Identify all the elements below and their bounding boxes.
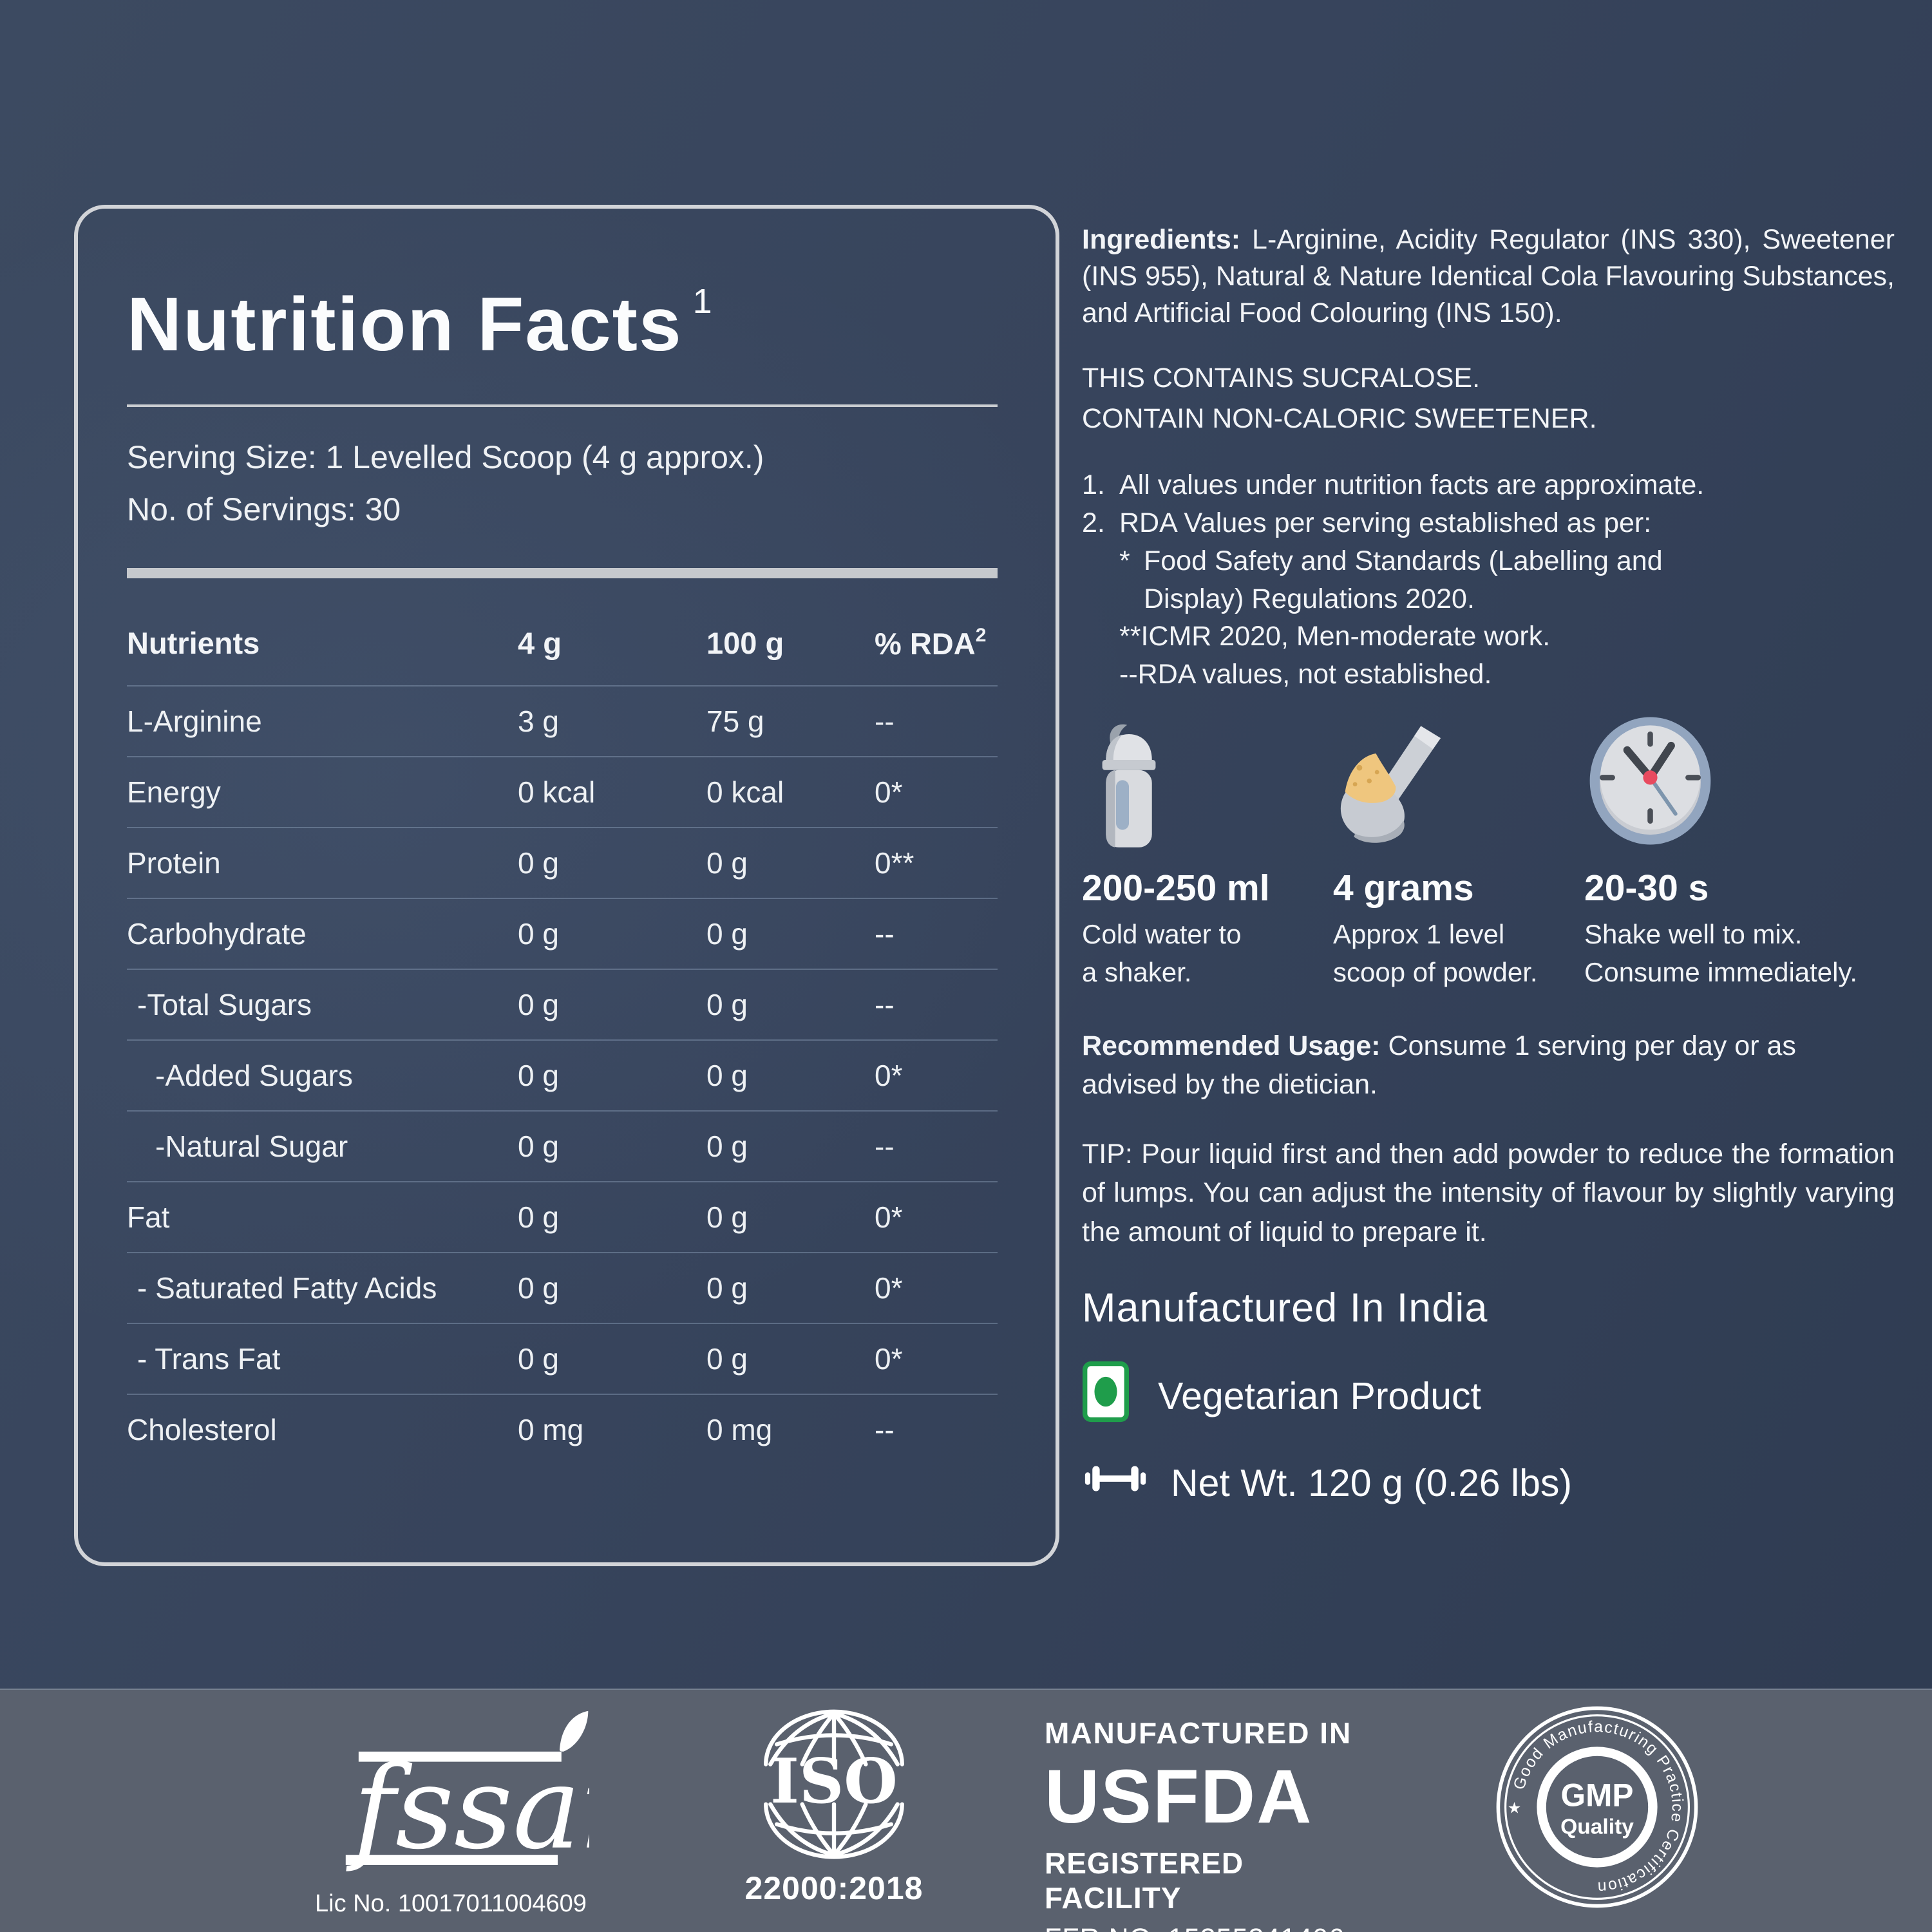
table-row: Cholesterol 0 mg 0 mg -- xyxy=(127,1394,998,1464)
iso-logo-text: ISO xyxy=(770,1745,898,1817)
clock-icon xyxy=(1584,717,1857,850)
title-footnote-marker: 1 xyxy=(692,282,714,321)
contains-line-1: THIS CONTAINS SUCRALOSE. xyxy=(1082,363,1481,394)
fssai-license-number: Lic No. 10017011004609 xyxy=(315,1890,587,1917)
net-weight-label: Net Wt. 120 g (0.26 lbs) xyxy=(1171,1461,1573,1504)
header-rda: % RDA2 xyxy=(875,624,987,661)
fssai-certification: fssai Lic No. 10017011004609 xyxy=(309,1709,618,1918)
step-amount: 20-30 s xyxy=(1584,867,1709,909)
fssai-logo-text: fssai xyxy=(346,1741,589,1875)
nutrients-table: Nutrients 4 g 100 g % RDA2 L-Arginine 3 … xyxy=(127,600,998,1464)
rda-footnote-marker: 2 xyxy=(975,624,987,646)
iso-certification-number: 22000:2018 xyxy=(744,1870,923,1906)
info-column: Ingredients: L-Arginine, Acidity Regulat… xyxy=(1082,222,1895,1509)
serving-divider-bar xyxy=(127,568,998,578)
tip-paragraph: TIP: Pour liquid first and then add powd… xyxy=(1082,1139,1895,1247)
usage-step-water: 200-250 ml Cold water to a shaker. xyxy=(1082,718,1333,992)
usfda-ffr-number: FFR NO. 15355341406 xyxy=(1045,1923,1367,1932)
header-per-100g: 100 g xyxy=(706,625,784,660)
table-row: Carbohydrate 0 g 0 g -- xyxy=(127,898,998,969)
footnote-2-sub-1: * Food Safety and Standards (Labelling a… xyxy=(1119,545,1663,614)
gmp-center-text: GMP xyxy=(1561,1777,1634,1813)
step-description: Approx 1 level scoop of powder. xyxy=(1333,919,1538,988)
table-row: - Saturated Fatty Acids 0 g 0 g 0* xyxy=(127,1252,998,1323)
usfda-line-3: REGISTERED FACILITY xyxy=(1045,1846,1244,1915)
table-row: -Added Sugars 0 g 0 g 0* xyxy=(127,1039,998,1110)
fssai-logo: fssai xyxy=(312,1710,618,1887)
recommended-usage-label: Recommended Usage: xyxy=(1082,1030,1381,1061)
serving-size-line: Serving Size: 1 Levelled Scoop (4 g appr… xyxy=(127,439,764,475)
recommended-usage: Recommended Usage: Consume 1 serving per… xyxy=(1082,1030,1796,1100)
table-row: L-Arginine 3 g 75 g -- xyxy=(127,685,998,756)
scoop-icon xyxy=(1333,718,1584,850)
footnote-2-sub-2: **ICMR 2020, Men-moderate work. xyxy=(1119,621,1551,652)
usfda-line-1: MANUFACTURED IN xyxy=(1045,1716,1352,1750)
header-nutrients: Nutrients xyxy=(127,625,260,660)
manufactured-in-line: Manufactured In India xyxy=(1082,1285,1488,1331)
ingredients-text: L-Arginine, Acidity Regulator (INS 330),… xyxy=(1082,224,1895,328)
gmp-seal: Good Manufacturing Practice Certificatio… xyxy=(1494,1704,1700,1913)
usfda-line-2: USFDA xyxy=(1045,1754,1313,1839)
contains-warning: THIS CONTAINS SUCRALOSE. CONTAIN NON-CAL… xyxy=(1082,358,1895,439)
gmp-star: ★ xyxy=(1508,1800,1522,1817)
step-amount: 200-250 ml xyxy=(1082,867,1270,909)
table-row: Energy 0 kcal 0 kcal 0* xyxy=(127,756,998,827)
header-per-serving: 4 g xyxy=(518,625,562,660)
panel-title: Nutrition Facts 1 xyxy=(127,281,1007,368)
serving-info: Serving Size: 1 Levelled Scoop (4 g appr… xyxy=(127,431,1007,536)
table-row: Fat 0 g 0 g 0* xyxy=(127,1181,998,1252)
step-description: Cold water to a shaker. xyxy=(1082,919,1242,988)
nutrition-facts-panel: Nutrition Facts 1 Serving Size: 1 Levelle… xyxy=(74,205,1059,1566)
footnote-2: 2. RDA Values per serving established as… xyxy=(1082,507,1652,538)
usage-steps: 200-250 ml Cold water to a shaker. xyxy=(1082,717,1895,992)
table-row: -Natural Sugar 0 g 0 g -- xyxy=(127,1110,998,1181)
iso-certification: ISO 22000:2018 xyxy=(724,1708,943,1907)
contains-line-2: CONTAIN NON-CALORIC SWEETENER. xyxy=(1082,403,1597,435)
table-row: -Total Sugars 0 g 0 g -- xyxy=(127,969,998,1039)
ingredients-paragraph: Ingredients: L-Arginine, Acidity Regulat… xyxy=(1082,222,1895,331)
step-description: Shake well to mix. Consume immediately. xyxy=(1584,919,1858,988)
usage-step-powder: 4 grams Approx 1 level scoop of powder. xyxy=(1333,718,1584,992)
footnote-1: 1. All values under nutrition facts are … xyxy=(1082,469,1705,500)
gmp-quality-text: Quality xyxy=(1560,1815,1634,1839)
table-row: - Trans Fat 0 g 0 g 0* xyxy=(127,1323,998,1394)
nutrients-table-header: Nutrients 4 g 100 g % RDA2 xyxy=(127,600,998,685)
ingredients-label: Ingredients: xyxy=(1082,224,1241,255)
net-weight-row: Net Wt. 120 g (0.26 lbs) xyxy=(1082,1457,1895,1509)
vegetarian-row: Vegetarian Product xyxy=(1082,1361,1895,1432)
usfda-certification: MANUFACTURED IN USFDA REGISTERED FACILIT… xyxy=(1045,1716,1367,1932)
shaker-icon xyxy=(1082,718,1333,850)
certification-bar: fssai Lic No. 10017011004609 xyxy=(0,1689,1932,1932)
footnote-2-sub-3: --RDA values, not established. xyxy=(1119,659,1492,690)
usage-step-shake: 20-30 s Shake well to mix. Consume immed… xyxy=(1584,717,1858,992)
veg-symbol-icon xyxy=(1082,1361,1130,1432)
title-divider xyxy=(127,404,998,407)
servings-count-line: No. of Servings: 30 xyxy=(127,491,401,527)
step-amount: 4 grams xyxy=(1333,867,1474,909)
panel-title-text: Nutrition Facts xyxy=(127,282,683,367)
table-row: Protein 0 g 0 g 0** xyxy=(127,827,998,898)
dumbbell-icon xyxy=(1082,1457,1149,1509)
footnotes-list: 1. All values under nutrition facts are … xyxy=(1082,466,1895,694)
vegetarian-label: Vegetarian Product xyxy=(1158,1374,1481,1417)
iso-logo: ISO xyxy=(748,1709,920,1865)
